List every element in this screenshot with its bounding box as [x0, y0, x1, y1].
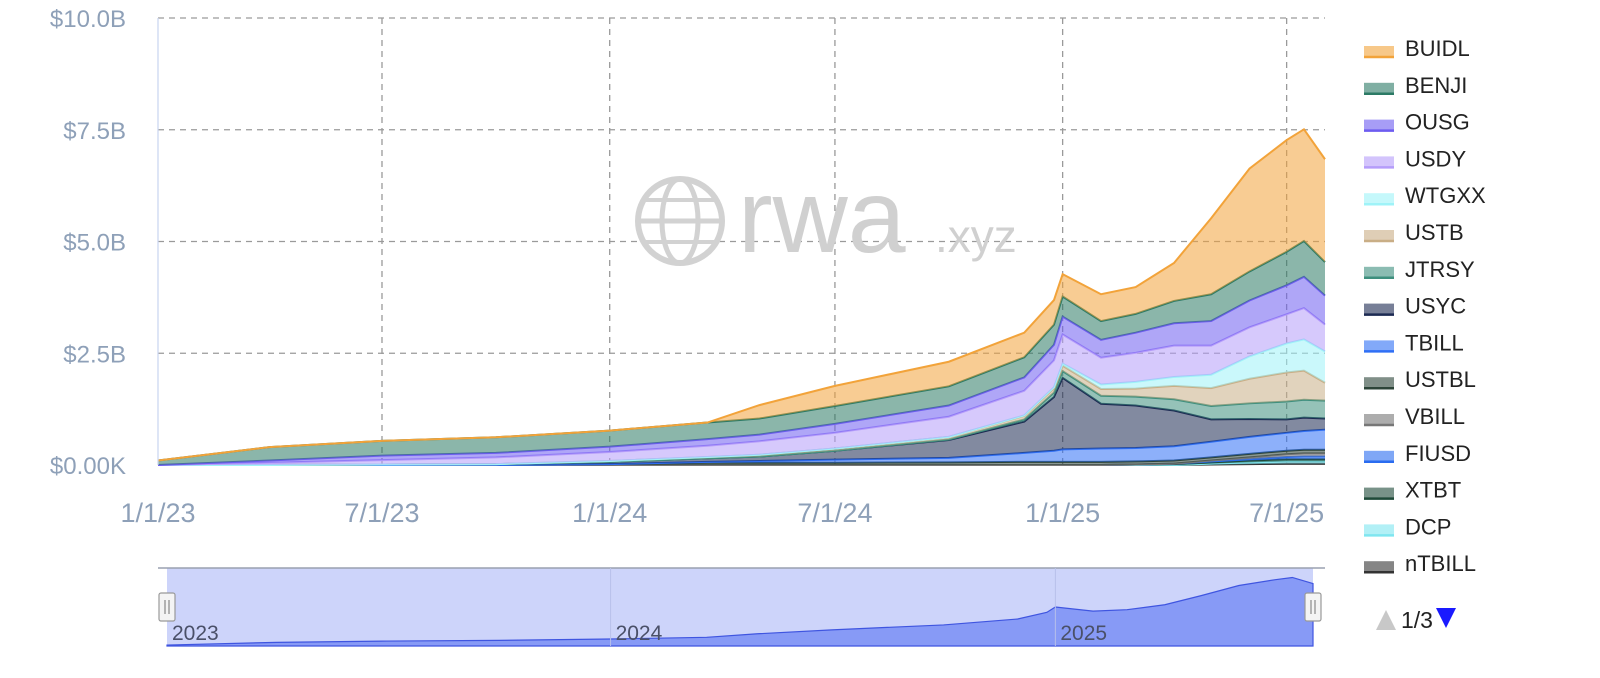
legend-label: JTRSY	[1405, 257, 1475, 282]
navigator-year-label: 2023	[172, 622, 219, 645]
area-usyc	[158, 377, 1325, 465]
y-tick-label: $0.00K	[50, 453, 126, 480]
pager-text: 1/3	[1401, 607, 1433, 633]
legend-label: nTBILL	[1405, 551, 1476, 576]
legend-label: DCP	[1405, 514, 1451, 539]
legend-item-tbill[interactable]: TBILL	[1364, 330, 1464, 355]
legend-label: USYC	[1405, 294, 1466, 319]
legend-item-buidl[interactable]: BUIDL	[1364, 36, 1470, 61]
legend-label: XTBT	[1405, 478, 1461, 503]
range-navigator[interactable]: 2023 2024 2025	[158, 567, 1325, 647]
legend-swatch	[1364, 46, 1394, 57]
legend-item-usdy[interactable]: USDY	[1364, 146, 1466, 171]
x-tick-label: 1/1/23	[120, 498, 195, 528]
legend-label: VBILL	[1405, 404, 1465, 429]
area-tbill	[158, 429, 1325, 465]
area-buidl	[158, 129, 1325, 461]
legend: BUIDL BENJI OUSG USDY WTGXX USTB JTRSY USYC TBIL…	[1364, 36, 1486, 576]
line-wtgxx	[158, 338, 1326, 466]
legend-swatch	[1364, 230, 1394, 241]
y-tick-label: $5.0B	[63, 230, 126, 257]
y-tick-label: $7.5B	[63, 118, 126, 145]
legend-swatch	[1364, 524, 1394, 536]
axes: 1/1/23 7/1/23 1/1/24 7/1/24 1/1/25 7/1/25 $0.0…	[50, 6, 1324, 528]
legend-item-xtbt[interactable]: XTBT	[1364, 478, 1461, 503]
legend-label: FIUSD	[1405, 441, 1471, 466]
legend-swatch	[1364, 377, 1394, 389]
legend-label: USTBL	[1405, 367, 1476, 392]
legend-swatch	[1364, 340, 1394, 352]
legend-item-benji[interactable]: BENJI	[1364, 73, 1467, 98]
stacked-areas	[157, 127, 1326, 466]
legend-label: TBILL	[1405, 330, 1464, 355]
legend-swatch	[1364, 156, 1394, 168]
watermark-brand: rwa	[738, 159, 906, 275]
legend-swatch	[1364, 561, 1394, 573]
legend-swatch	[1364, 303, 1394, 315]
pager-down-icon[interactable]	[1436, 608, 1456, 628]
y-tick-label: $2.5B	[63, 341, 126, 368]
line-tbill	[158, 428, 1326, 466]
watermark: rwa .xyz	[635, 159, 1017, 275]
legend-swatch	[1364, 82, 1394, 94]
legend-swatch	[1364, 450, 1394, 462]
pager-up-icon[interactable]	[1376, 610, 1396, 630]
handle-grip	[1304, 592, 1322, 622]
legend-item-ousg[interactable]: OUSG	[1364, 110, 1470, 135]
legend-label: WTGXX	[1405, 183, 1486, 208]
legend-label: BENJI	[1405, 73, 1467, 98]
legend-pager: 1/3	[1376, 607, 1456, 633]
x-tick-label: 1/1/24	[572, 498, 647, 528]
legend-item-fiusd[interactable]: FIUSD	[1364, 441, 1471, 466]
legend-item-ntbill[interactable]: nTBILL	[1364, 551, 1476, 576]
legend-swatch	[1364, 487, 1394, 499]
legend-item-ustbl[interactable]: USTBL	[1364, 367, 1476, 392]
legend-label: OUSG	[1405, 110, 1470, 135]
navigator-year-label: 2024	[616, 622, 663, 645]
legend-item-dcp[interactable]: DCP	[1364, 514, 1451, 539]
navigator-left-handle[interactable]	[158, 592, 176, 622]
y-tick-label: $10.0B	[50, 6, 126, 33]
legend-swatch	[1364, 119, 1394, 131]
legend-swatch	[1364, 414, 1394, 425]
x-tick-label: 7/1/25	[1249, 498, 1324, 528]
legend-item-ustb[interactable]: USTB	[1364, 220, 1464, 245]
x-tick-label: 1/1/25	[1025, 498, 1100, 528]
legend-label: USTB	[1405, 220, 1464, 245]
x-tick-label: 7/1/23	[344, 498, 419, 528]
legend-swatch	[1364, 266, 1394, 278]
handle-grip	[158, 592, 176, 622]
watermark-suffix: .xyz	[935, 210, 1017, 262]
legend-item-jtrsy[interactable]: JTRSY	[1364, 257, 1475, 282]
navigator-right-handle[interactable]	[1304, 592, 1322, 622]
legend-item-vbill[interactable]: VBILL	[1364, 404, 1465, 429]
legend-swatch	[1364, 193, 1394, 205]
navigator-series	[166, 576, 1314, 647]
line-buidl	[157, 127, 1326, 462]
legend-item-wtgxx[interactable]: WTGXX	[1364, 183, 1486, 208]
legend-label: BUIDL	[1405, 36, 1470, 61]
x-tick-label: 7/1/24	[797, 498, 872, 528]
navigator-year-label: 2025	[1060, 622, 1107, 645]
legend-label: USDY	[1405, 146, 1466, 171]
globe-icon	[635, 176, 725, 266]
legend-item-usyc[interactable]: USYC	[1364, 294, 1466, 319]
